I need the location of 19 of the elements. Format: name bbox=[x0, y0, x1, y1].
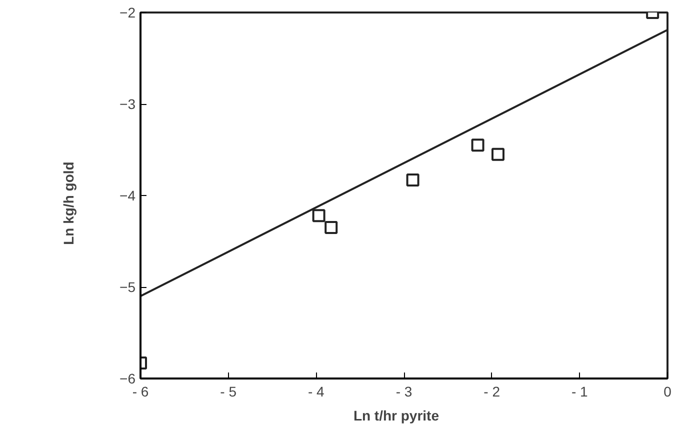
point bbox=[312, 209, 326, 222]
point bbox=[406, 173, 420, 186]
x-tick-label: - 5 bbox=[220, 384, 237, 400]
x-tick-label: - 3 bbox=[396, 384, 412, 400]
point bbox=[491, 148, 504, 161]
point bbox=[324, 221, 338, 234]
y-tick-label: −3 bbox=[120, 96, 136, 112]
point bbox=[471, 138, 484, 152]
x-axis-title: Ln t/hr pyrite bbox=[353, 408, 440, 424]
x-tick-label: - 1 bbox=[572, 384, 588, 400]
y-tick-label: −2 bbox=[120, 4, 136, 20]
y-tick-label: −4 bbox=[120, 188, 136, 204]
x-tick-label: - 2 bbox=[484, 384, 500, 400]
y-tick-label: −5 bbox=[120, 279, 136, 295]
x-tick-label: - 4 bbox=[308, 384, 325, 400]
y-axis-title: Ln kg/h gold bbox=[60, 162, 77, 245]
x-tick-label: 0 bbox=[664, 384, 672, 400]
x-tick-label: - 6 bbox=[132, 384, 149, 400]
y-tick-label: −6 bbox=[120, 370, 136, 386]
